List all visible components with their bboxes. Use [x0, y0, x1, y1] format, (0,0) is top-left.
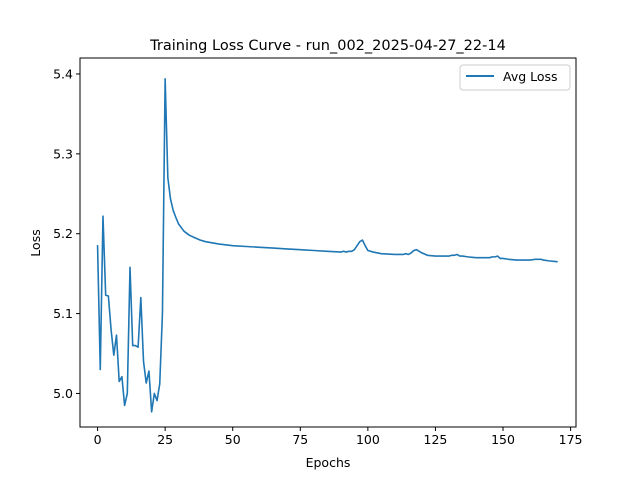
x-tick-label: 50 [225, 432, 241, 447]
chart-title: Training Loss Curve - run_002_2025-04-27… [149, 38, 506, 54]
x-tick-label: 175 [559, 432, 583, 447]
y-axis-ticks: 5.0 5.1 5.2 5.3 5.4 [53, 66, 80, 401]
y-axis-label: Loss [28, 229, 43, 256]
plot-area [80, 58, 576, 427]
legend-frame [459, 64, 571, 91]
y-tick-label: 5.2 [53, 226, 73, 241]
y-tick-label: 5.3 [53, 146, 73, 161]
x-tick-label: 0 [94, 432, 102, 447]
x-axis-ticks: 0 25 50 75 100 125 150 175 [94, 427, 583, 447]
y-tick-label: 5.0 [53, 386, 73, 401]
plot-frame [79, 57, 577, 428]
series-line-avg-loss [96, 77, 558, 413]
y-tick-label: 5.4 [53, 66, 73, 81]
x-tick-label: 125 [424, 432, 448, 447]
x-tick-label: 100 [356, 432, 380, 447]
x-axis-label: Epochs [306, 455, 351, 470]
series-layer [96, 77, 558, 413]
legend: Avg Loss [459, 64, 571, 91]
y-tick-label: 5.1 [53, 306, 73, 321]
x-tick-label: 75 [292, 432, 308, 447]
x-tick-label: 25 [157, 432, 173, 447]
x-tick-label: 150 [491, 432, 515, 447]
legend-label-avg-loss: Avg Loss [503, 69, 558, 84]
